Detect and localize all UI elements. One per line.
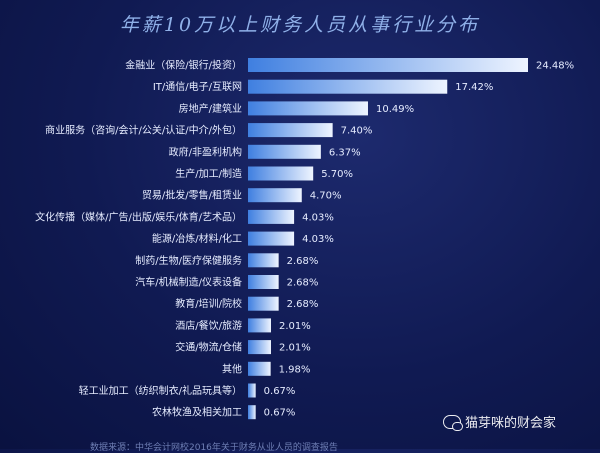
bar	[248, 188, 302, 203]
category-label: 制药/生物/医疗保健服务	[135, 254, 242, 267]
watermark-text: 猫芽咪的财会家	[465, 416, 557, 431]
bar	[248, 253, 279, 268]
category-label: 商业服务（咨询/会计/公关/认证/中介/外包）	[45, 124, 242, 137]
chart-title: 年薪10万以上财务人员从事行业分布	[119, 14, 481, 36]
category-label: 酒店/餐饮/旅游	[175, 319, 242, 332]
wechat-icon	[443, 414, 463, 431]
bar	[248, 166, 314, 181]
watermark: 猫芽咪的财会家	[443, 412, 556, 431]
bar	[248, 405, 256, 420]
bar	[248, 79, 448, 94]
category-label: 教育/培训/院校	[175, 297, 242, 310]
value-label: 0.67%	[264, 408, 296, 419]
bar	[248, 361, 271, 376]
bar	[248, 296, 279, 311]
bar	[248, 318, 271, 333]
data-source-footer: 数据来源：中华会计网校2016年关于财务从业人员的调查报告	[90, 443, 338, 453]
value-label: 2.01%	[279, 343, 311, 354]
value-label: 5.70%	[321, 169, 353, 180]
value-label: 1.98%	[279, 364, 311, 375]
category-label: 农林牧渔及相关加工	[152, 406, 242, 419]
value-label: 17.42%	[455, 82, 493, 93]
value-label: 2.68%	[287, 256, 319, 267]
value-label: 7.40%	[341, 126, 373, 137]
value-label: 6.37%	[329, 147, 361, 158]
bar	[248, 383, 256, 398]
category-label: 能源/冶炼/材料/化工	[152, 232, 242, 245]
bar	[248, 123, 333, 138]
category-label: 政府/非盈利机构	[169, 145, 242, 158]
category-label: 其他	[222, 362, 242, 375]
category-label: 房地产/建筑业	[179, 102, 242, 115]
bar	[248, 101, 368, 116]
category-label: 生产/加工/制造	[175, 167, 242, 180]
value-label: 10.49%	[376, 104, 414, 115]
category-label: 贸易/批发/零售/租赁业	[142, 189, 242, 202]
bar	[248, 340, 271, 355]
category-label: 交通/物流/仓储	[175, 341, 242, 354]
value-label: 4.03%	[302, 212, 334, 223]
value-label: 4.03%	[302, 234, 334, 245]
value-label: 2.68%	[287, 299, 319, 310]
category-label: 金融业（保险/银行/投资）	[125, 59, 242, 72]
bar	[248, 58, 528, 72]
category-label: 轻工业加工（纺织制衣/礼品玩具等）	[79, 384, 242, 397]
category-label: 汽车/机械制造/仪表设备	[135, 276, 242, 289]
value-label: 4.70%	[310, 191, 342, 202]
bar	[248, 275, 279, 289]
value-label: 2.01%	[279, 321, 311, 332]
bar	[248, 209, 295, 224]
category-label: IT/通信/电子/互联网	[153, 80, 242, 93]
value-label: 24.48%	[536, 61, 574, 72]
category-label: 文化传播（媒体/广告/出版/娱乐/体育/艺术品）	[35, 210, 242, 223]
value-label: 0.67%	[264, 386, 296, 397]
bar	[248, 144, 321, 159]
value-label: 2.68%	[287, 278, 319, 289]
bar	[248, 231, 295, 246]
